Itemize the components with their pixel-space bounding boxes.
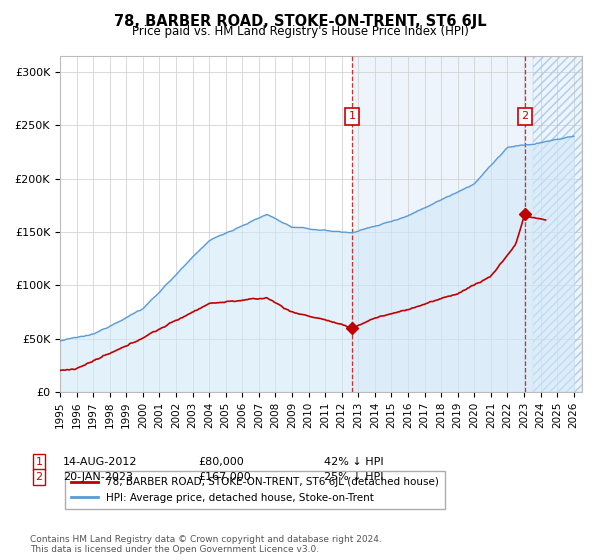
Text: 25% ↓ HPI: 25% ↓ HPI <box>324 472 383 482</box>
Text: 20-JAN-2023: 20-JAN-2023 <box>63 472 133 482</box>
Text: 14-AUG-2012: 14-AUG-2012 <box>63 457 137 467</box>
Text: 2: 2 <box>521 111 529 122</box>
Text: 2: 2 <box>35 472 43 482</box>
Text: 1: 1 <box>35 457 43 467</box>
Legend: 78, BARBER ROAD, STOKE-ON-TRENT, ST6 6JL (detached house), HPI: Average price, d: 78, BARBER ROAD, STOKE-ON-TRENT, ST6 6JL… <box>65 471 445 509</box>
Bar <box>533 56 582 392</box>
Text: £167,000: £167,000 <box>198 472 251 482</box>
Text: 78, BARBER ROAD, STOKE-ON-TRENT, ST6 6JL: 78, BARBER ROAD, STOKE-ON-TRENT, ST6 6JL <box>113 14 487 29</box>
Text: 42% ↓ HPI: 42% ↓ HPI <box>324 457 383 467</box>
Text: 1: 1 <box>349 111 355 122</box>
Text: Price paid vs. HM Land Registry's House Price Index (HPI): Price paid vs. HM Land Registry's House … <box>131 25 469 38</box>
Bar <box>352 56 582 392</box>
Text: Contains HM Land Registry data © Crown copyright and database right 2024.
This d: Contains HM Land Registry data © Crown c… <box>30 535 382 554</box>
Text: £80,000: £80,000 <box>198 457 244 467</box>
